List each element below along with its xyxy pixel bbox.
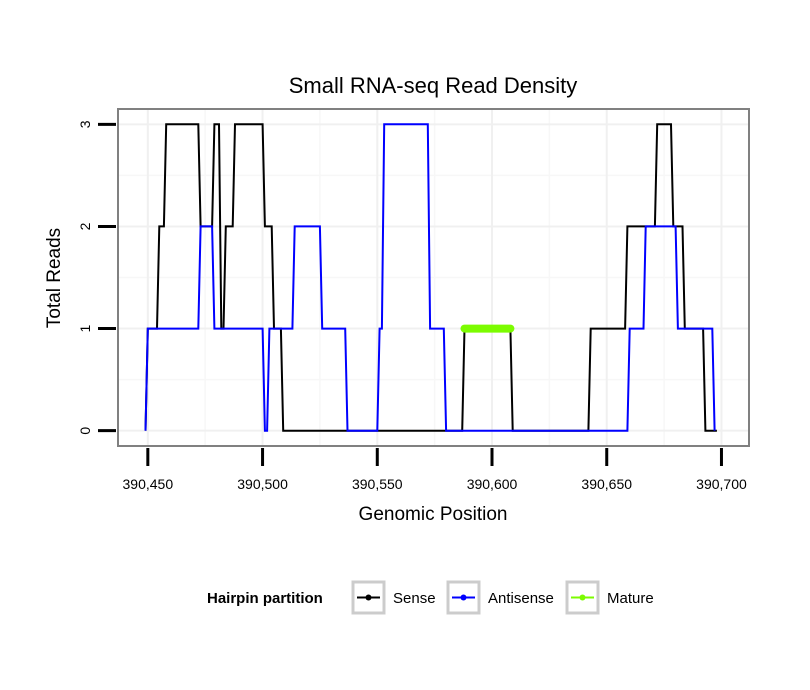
x-tick-label: 390,600 — [467, 476, 518, 492]
y-axis: 0 1 2 3 — [77, 120, 116, 435]
legend-key-mature — [565, 580, 600, 615]
series-layer — [144, 123, 717, 432]
legend-dot-sense — [365, 594, 372, 601]
x-tick-label: 390,550 — [352, 476, 403, 492]
plot-panel — [117, 108, 750, 447]
legend-label-sense: Sense — [393, 590, 436, 607]
x-tick-label: 390,700 — [696, 476, 747, 492]
x-tick-label: 390,450 — [123, 476, 174, 492]
x-tick-label: 390,650 — [581, 476, 632, 492]
series-line-antisense — [144, 123, 716, 432]
grid — [118, 109, 749, 446]
legend-label-antisense: Antisense — [488, 590, 554, 607]
legend-key-sense — [351, 580, 386, 615]
legend-item-mature: Mature — [565, 580, 654, 615]
legend-dot-antisense — [460, 594, 467, 601]
legend-title: Hairpin partition — [207, 590, 323, 607]
x-axis: 390,450 390,500 390,550 390,600 390,650 390,7… — [123, 448, 747, 492]
y-axis-title: Total Reads — [44, 228, 65, 328]
legend-label-mature: Mature — [607, 590, 654, 607]
x-tick-label: 390,500 — [237, 476, 288, 492]
chart-title: Small RNA-seq Read Density — [289, 73, 578, 98]
y-tick-label: 2 — [77, 222, 93, 230]
y-tick-label: 3 — [77, 120, 93, 128]
legend-key-antisense — [446, 580, 481, 615]
legend-dot-mature — [579, 594, 586, 601]
legend-item-sense: Sense — [351, 580, 436, 615]
y-tick-label: 0 — [77, 427, 93, 435]
y-tick-label: 1 — [77, 324, 93, 332]
x-axis-title: Genomic Position — [359, 504, 508, 525]
legend: Hairpin partition Sense Antisense Mature — [207, 580, 654, 615]
legend-item-antisense: Antisense — [446, 580, 554, 615]
